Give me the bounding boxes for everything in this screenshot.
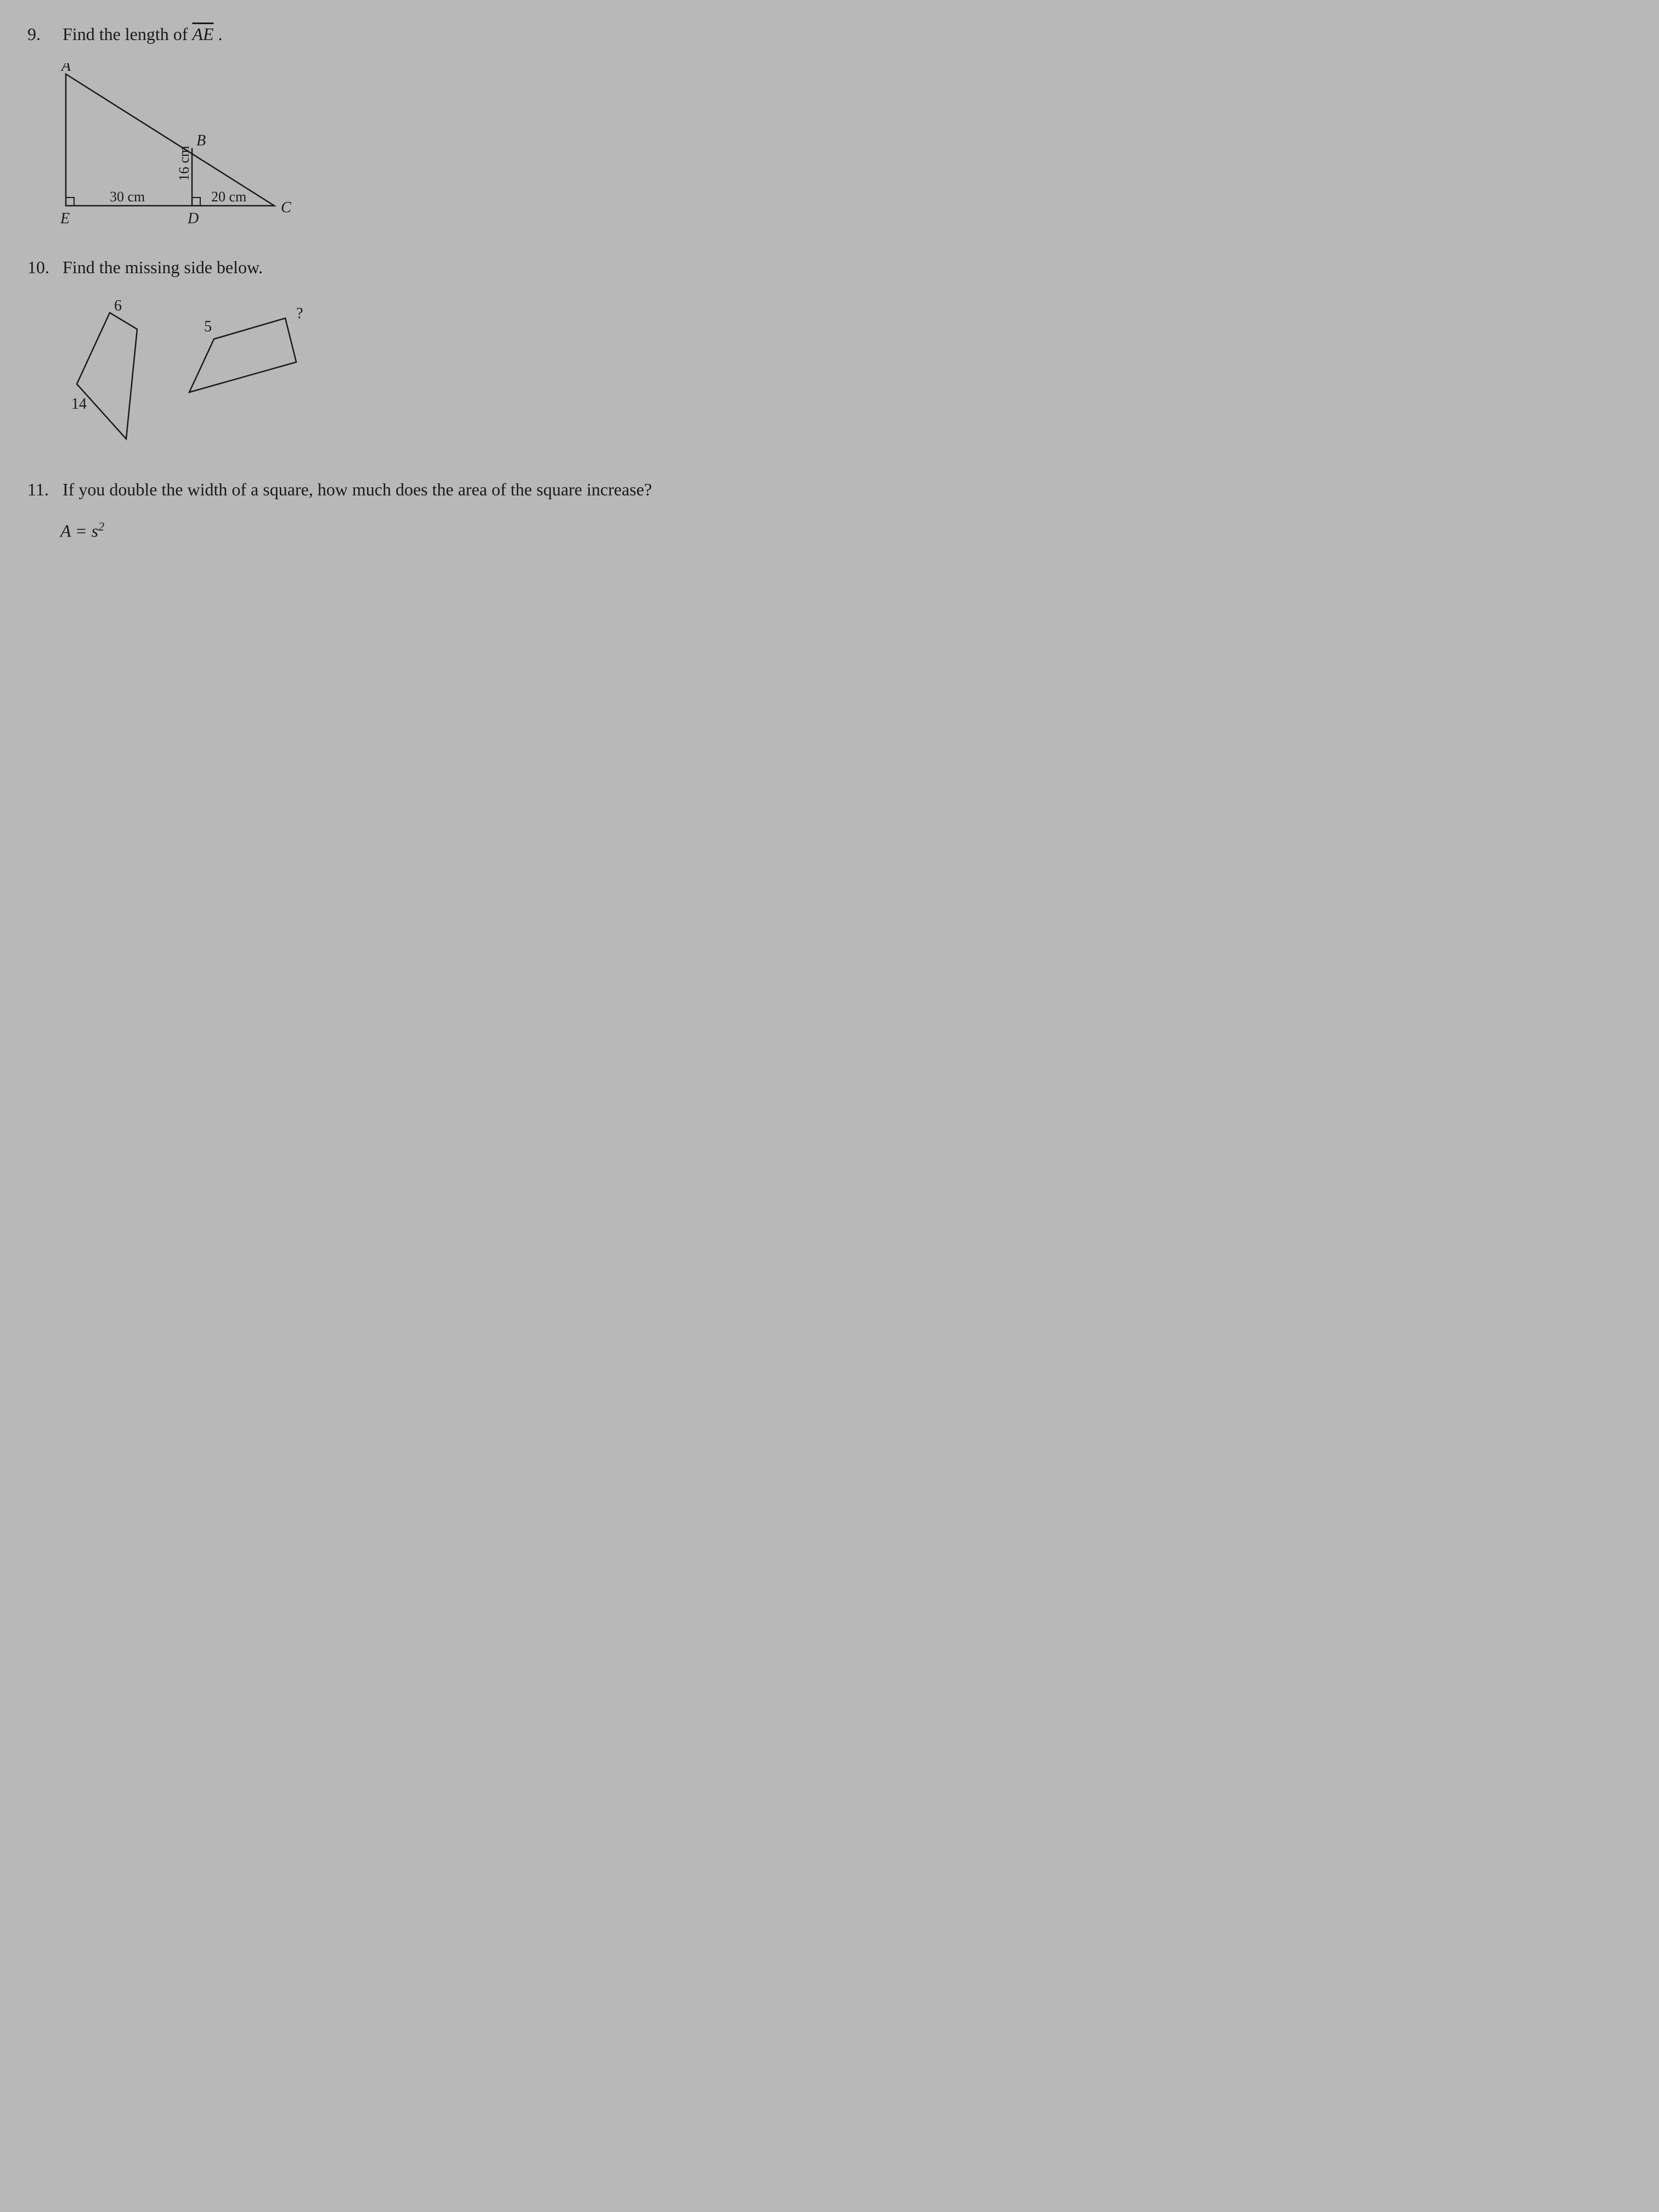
formula-rhs-exp: 2 [98, 520, 104, 533]
quad-right-label-q: ? [296, 305, 303, 322]
outer-triangle [66, 74, 274, 206]
problem-9-diagram: A B C D E 30 cm 16 cm 20 cm [55, 63, 1632, 233]
quad-right-label-5: 5 [204, 318, 212, 335]
length-bd: 16 cm [176, 146, 192, 181]
formula-lhs: A [60, 521, 71, 541]
problem-number: 10. [27, 255, 58, 280]
prompt-text-prefix: Find the length of [63, 24, 192, 44]
right-angle-e [66, 198, 74, 206]
vertex-d: D [187, 210, 199, 227]
vertex-e: E [60, 210, 70, 227]
area-formula: A = s2 [60, 518, 1632, 543]
segment-label: AE [192, 24, 213, 44]
problem-11: 11. If you double the width of a square,… [27, 477, 1632, 544]
prompt-text-suffix: . [214, 24, 223, 44]
problem-9: 9. Find the length of AE . A B C D E 30 … [27, 22, 1632, 233]
quad-left-label-14: 14 [71, 396, 87, 413]
prompt-text: Find the missing side below. [63, 257, 263, 277]
prompt-text: If you double the width of a square, how… [63, 479, 652, 499]
vertex-c: C [281, 199, 291, 216]
right-angle-d [192, 198, 200, 206]
quad-left [77, 313, 137, 439]
problem-number: 9. [27, 22, 58, 47]
length-dc: 20 cm [211, 189, 246, 205]
problem-9-prompt: 9. Find the length of AE . [27, 22, 1632, 47]
problem-11-prompt: 11. If you double the width of a square,… [27, 477, 1632, 502]
formula-rhs-base: s [92, 521, 98, 541]
problem-10-diagram: 6 14 5 ? [55, 296, 1632, 455]
formula-eq: = [71, 521, 92, 541]
quad-left-label-6: 6 [114, 297, 122, 314]
problem-10-prompt: 10. Find the missing side below. [27, 255, 1632, 280]
vertex-b: B [196, 132, 206, 149]
similar-quads-figure: 6 14 5 ? [55, 296, 329, 455]
triangle-figure: A B C D E 30 cm 16 cm 20 cm [55, 63, 307, 233]
problem-10: 10. Find the missing side below. 6 14 5 … [27, 255, 1632, 455]
vertex-a: A [60, 63, 71, 75]
problem-number: 11. [27, 477, 58, 502]
length-ed: 30 cm [110, 189, 145, 205]
